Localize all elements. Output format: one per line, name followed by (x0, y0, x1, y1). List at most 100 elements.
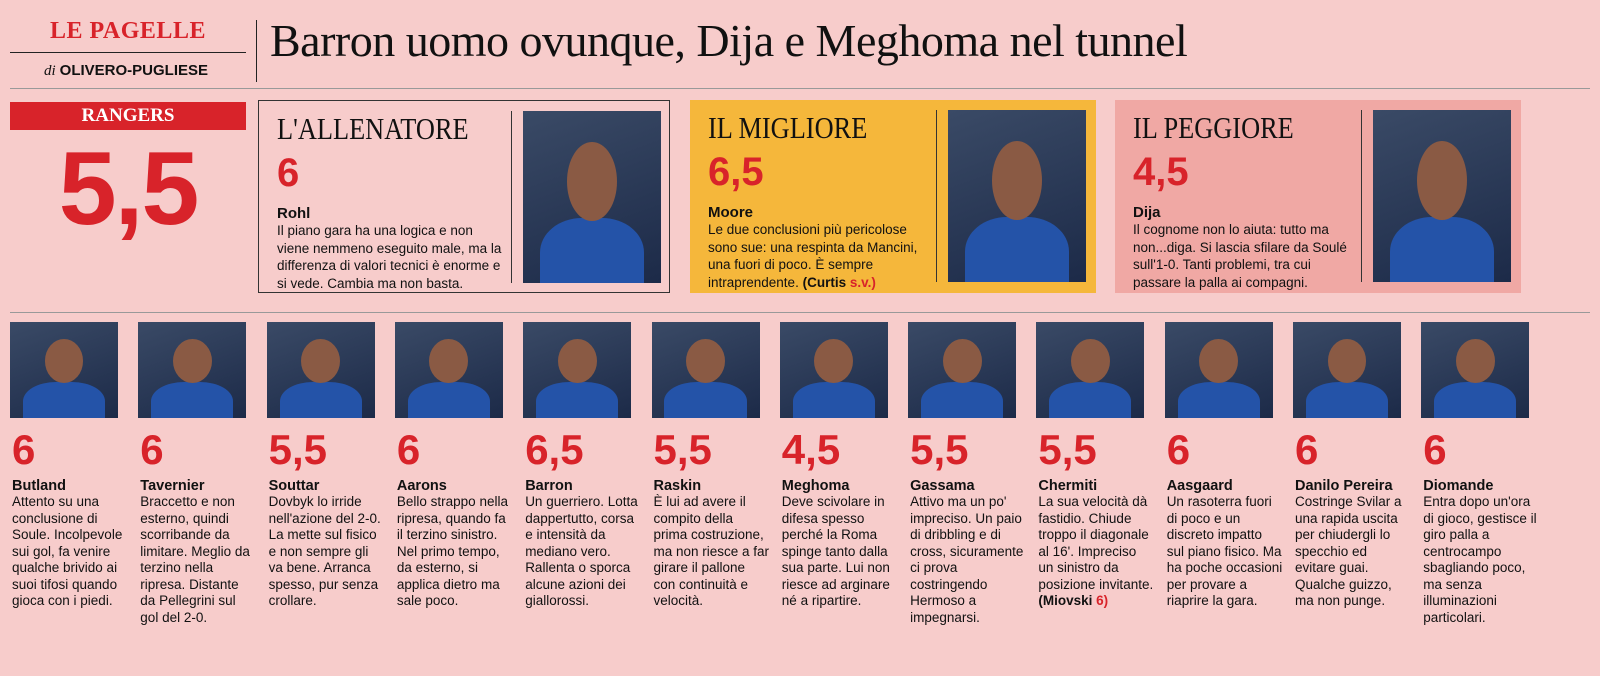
player-text: Un rasoterra fuori di poco e un discreto… (1165, 494, 1283, 610)
photo-body (407, 381, 490, 418)
player-grade: 5,5 (653, 426, 712, 473)
player-name: Gassama (910, 478, 975, 494)
rule (10, 88, 1590, 89)
rule (10, 52, 246, 53)
featured-box: IL MIGLIORE 6,5 Moore Le due conclusioni pi… (690, 100, 1096, 293)
photo-head (686, 339, 725, 384)
photo-body (664, 381, 747, 418)
text: È lui ad avere il compito della prima co… (653, 494, 770, 608)
team-grade: 5,5 (58, 131, 200, 247)
featured-name: Rohl (277, 205, 311, 222)
byline: di OLIVERO-PUGLIESE (44, 62, 208, 80)
photo-body (1049, 381, 1132, 418)
text: Bello strappo nella ripresa, quando fa i… (396, 494, 508, 608)
photo-body (1305, 381, 1389, 418)
text: Entra dopo un'ora di gioco, gestisce il … (1423, 494, 1537, 625)
photo-body (22, 381, 106, 418)
photo (138, 322, 247, 418)
team-name: RANGERS (10, 102, 246, 130)
substitute-name: (Miovski (1038, 593, 1093, 608)
player-grade: 6 (1423, 426, 1447, 473)
featured-name: Dija (1133, 204, 1161, 221)
player-grade: 6 (396, 426, 421, 473)
photo (1373, 110, 1511, 282)
photo-body (1434, 381, 1517, 418)
player-name: Meghoma (781, 478, 850, 494)
photo-body (1389, 216, 1495, 282)
player-text: Bello strappo nella ripresa, quando fa i… (395, 494, 513, 610)
player-name: Tavernier (140, 478, 205, 494)
photo (1164, 322, 1273, 418)
player-text: Entra dopo un'ora di gioco, gestisce il … (1421, 494, 1539, 626)
text: Deve scivolare in difesa spesso perché l… (781, 494, 890, 608)
featured-grade: 4,5 (1133, 150, 1189, 194)
text: Un rasoterra fuori di poco e un discreto… (1166, 494, 1283, 608)
photo-body (279, 381, 362, 418)
featured-label: IL MIGLIORE (708, 110, 868, 145)
featured-text: Il cognome non lo aiuta: tutto ma non...… (1133, 221, 1359, 291)
text: Attento su una conclusione di Soule. Inc… (12, 494, 123, 608)
player-name: Raskin (653, 478, 702, 494)
player-text: È lui ad avere il compito della prima co… (652, 494, 770, 610)
player-text: Dovbyk lo irride nell'azione del 2-0. La… (267, 494, 385, 610)
divider (936, 110, 937, 282)
player-grade: 6 (1166, 426, 1191, 473)
player-name: Souttar (268, 478, 320, 494)
player-name: Chermiti (1038, 478, 1098, 494)
player-name: Danilo Pereira (1295, 478, 1393, 494)
player-name: Aarons (396, 478, 447, 494)
text: Braccetto e non esterno, quindi scorriba… (140, 494, 250, 625)
byline-prefix: di (44, 63, 56, 79)
player-text: Deve scivolare in difesa spesso perché l… (780, 494, 898, 610)
player-grade: 6 (1295, 426, 1319, 473)
player-text: Un guerriero. Lotta dappertutto, corsa e… (523, 494, 641, 610)
photo-body (921, 381, 1004, 418)
photo (1036, 322, 1145, 418)
text: Il cognome non lo aiuta: tutto ma non...… (1133, 222, 1347, 290)
text: Dovbyk lo irride nell'azione del 2-0. La… (268, 494, 381, 608)
photo (1421, 322, 1530, 418)
photo-head (1417, 140, 1467, 221)
photo-head (992, 140, 1042, 221)
player-name: Diomande (1423, 478, 1494, 494)
divider (511, 111, 512, 283)
photo-body (536, 381, 619, 418)
photo-head (1327, 339, 1367, 384)
player-grade: 5,5 (268, 426, 327, 473)
player-text: Attivo ma un po' impreciso. Un paio di d… (908, 494, 1026, 626)
photo (523, 111, 661, 283)
photo-head (557, 339, 597, 384)
photo (948, 110, 1086, 282)
photo-body (539, 217, 645, 283)
photo-head (1455, 339, 1495, 384)
photo-body (964, 216, 1070, 282)
photo-head (814, 339, 854, 384)
rule (10, 312, 1590, 313)
separator (256, 20, 257, 82)
featured-grade: 6,5 (708, 150, 764, 194)
text: La sua velocità dà fastidio. Chiude trop… (1038, 494, 1154, 592)
player-grade: 4,5 (781, 426, 841, 473)
byline-author: OLIVERO-PUGLIESE (59, 62, 209, 79)
text: Attivo ma un po' impreciso. Un paio di d… (910, 494, 1024, 625)
photo (10, 322, 118, 418)
player-text: Braccetto e non esterno, quindi scorriba… (138, 494, 256, 626)
divider (1361, 110, 1362, 282)
photo (394, 322, 503, 418)
section-label: LE PAGELLE (50, 18, 206, 44)
photo-head (172, 339, 212, 384)
photo-head (44, 339, 84, 384)
text: Costringe Svilar a una rapida uscita per… (1295, 494, 1402, 608)
player-name: Barron (525, 478, 573, 494)
featured-text: Il piano gara ha una logica e non viene … (277, 222, 503, 292)
substitute-grade: 6) (1096, 593, 1109, 608)
featured-text: Le due conclusioni più pericolose sono s… (708, 221, 934, 291)
photo (651, 322, 760, 418)
text: Le due conclusioni più pericolose sono s… (708, 222, 918, 290)
photo (908, 322, 1017, 418)
photo-head (567, 141, 617, 222)
featured-box: L'ALLENATORE 6 Rohl Il piano gara ha una lo… (258, 100, 670, 293)
headline: Barron uomo ovunque, Dija e Meghoma nel … (270, 15, 1188, 66)
